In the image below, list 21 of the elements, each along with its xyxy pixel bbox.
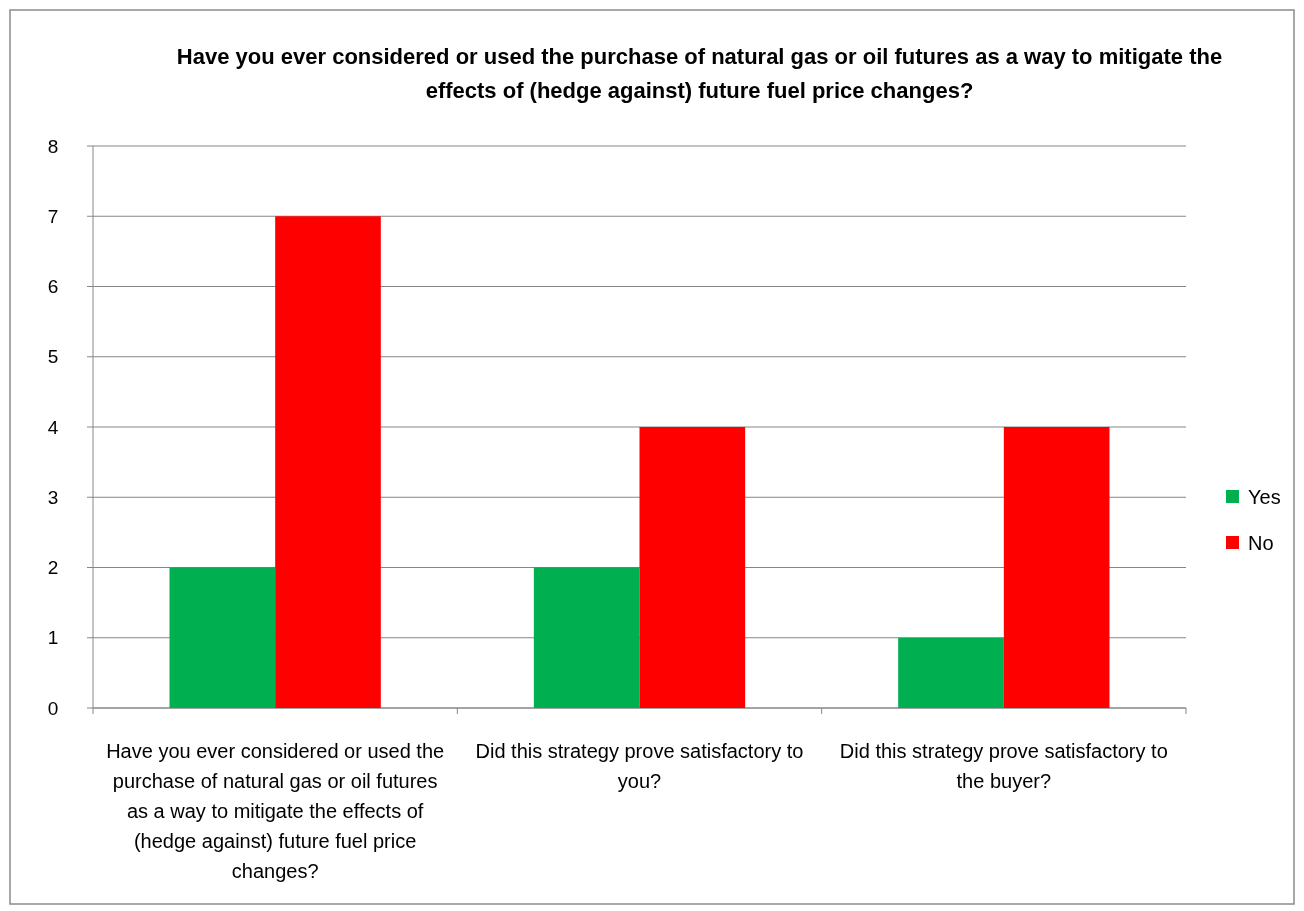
legend-label: Yes [1248, 486, 1281, 508]
bar [169, 567, 276, 708]
y-tick-label: 4 [47, 416, 59, 438]
legend-label: No [1248, 532, 1274, 554]
y-tick-label: 8 [47, 135, 59, 157]
x-tick-label: Have you ever considered or used the purchase of natural gas or oil futures as a way to mitigate the effects of (hedge against) future fuel price changes? [106, 740, 445, 882]
y-tick-label: 1 [47, 627, 59, 649]
y-tick-label: 0 [47, 697, 59, 719]
bar [639, 427, 746, 708]
y-tick-label: 2 [47, 557, 59, 579]
chart-title: Have you ever considered or used the purchase of natural gas or oil futures as a way to mitigate the effects of (hedge against) future fuel price changes? [176, 44, 1223, 103]
y-tick-label: 6 [47, 276, 59, 298]
bar [275, 216, 381, 708]
bar [898, 637, 1004, 708]
y-tick-label: 5 [47, 346, 59, 368]
bar [1003, 427, 1110, 708]
y-tick-label: 7 [47, 205, 59, 227]
x-tick-label: Did this strategy prove satisfactory to the buyer? [839, 740, 1168, 792]
bar [533, 567, 640, 708]
x-tick-label: Did this strategy prove satisfactory to you? [475, 740, 804, 792]
y-tick-label: 3 [47, 486, 59, 508]
